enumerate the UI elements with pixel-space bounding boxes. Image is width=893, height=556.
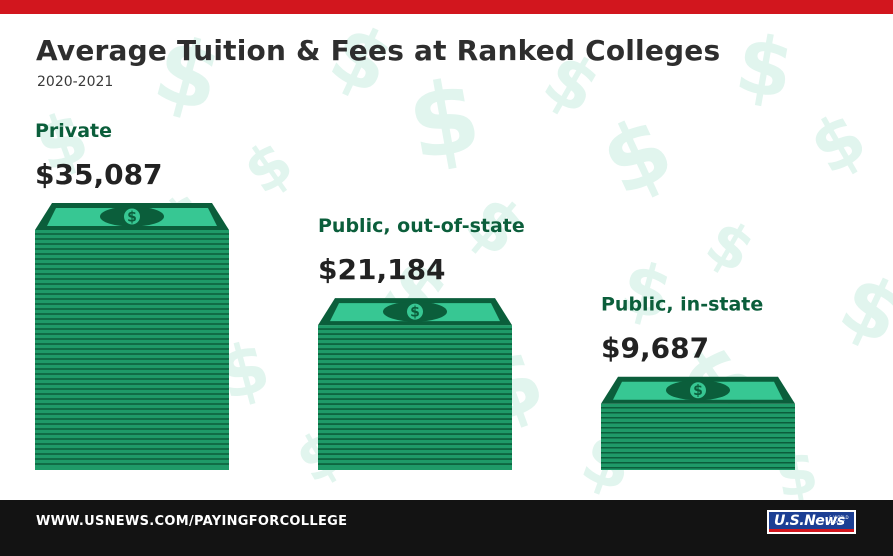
money-stack-2: $ [318, 298, 512, 470]
bill-medallion-center [690, 382, 706, 399]
logo-stripe [769, 529, 854, 532]
logo-text: U.S.News [774, 513, 845, 529]
value-label: $9,687 [601, 332, 709, 365]
category-label: Public, in-state [601, 294, 763, 316]
footer-url[interactable]: WWW.USNEWS.COM/PAYINGFORCOLLEGE [36, 514, 348, 529]
stack-body [318, 325, 512, 470]
bill-medallion-center [407, 303, 423, 320]
logo-small-text: & WORLD REPORT [829, 515, 849, 525]
money-stack-1: $ [35, 203, 229, 470]
chart-title: Average Tuition & Fees at Ranked College… [36, 34, 721, 67]
dollar-icon: $ [127, 210, 137, 226]
dollar-icon: $ [410, 305, 420, 321]
stack-body [35, 230, 229, 470]
category-label: Private [35, 120, 112, 142]
top-accent-bar [0, 0, 893, 14]
chart-subtitle: 2020-2021 [37, 74, 114, 90]
dollar-icon: $ [693, 383, 703, 399]
footer-bar: WWW.USNEWS.COM/PAYINGFORCOLLEGE U.S.News… [0, 500, 893, 556]
value-label: $35,087 [35, 158, 163, 191]
category-label: Public, out-of-state [318, 215, 525, 237]
stack-body [601, 403, 795, 470]
bill-medallion-center [124, 208, 140, 225]
money-stack-3: $ [601, 376, 795, 470]
usnews-logo: U.S.News & WORLD REPORT [767, 510, 856, 534]
value-label: $21,184 [318, 253, 446, 286]
